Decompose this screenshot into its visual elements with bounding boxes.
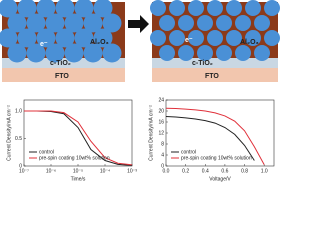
y-tick-label: 4	[161, 152, 164, 158]
al2o3-particle	[64, 43, 84, 63]
label: FTO	[55, 73, 69, 80]
al2o3-particle	[93, 0, 113, 18]
al2o3-particle	[226, 30, 242, 46]
y-tick-label: 12	[158, 130, 164, 136]
label: Al₂O₃	[90, 39, 109, 46]
al2o3-particle	[45, 43, 65, 63]
al2o3-particle	[226, 0, 242, 16]
al2o3-particle	[74, 28, 94, 48]
arrow	[128, 15, 149, 33]
al2o3-particle	[178, 15, 194, 31]
al2o3-particle	[26, 13, 46, 33]
al2o3-particle	[102, 13, 122, 33]
schematic-left	[0, 0, 125, 82]
x-axis-label: Time/s	[71, 176, 86, 182]
al2o3-particle	[102, 43, 122, 63]
al2o3-particle	[169, 30, 185, 46]
legend-label: control	[181, 149, 196, 155]
data-line	[165, 107, 265, 165]
al2o3-particle	[207, 0, 223, 16]
label: c-TiO₂	[192, 60, 213, 67]
al2o3-particle	[0, 0, 18, 18]
label: FTO	[205, 73, 219, 80]
al2o3-particle	[178, 45, 194, 61]
schematic-right	[150, 0, 280, 82]
y-tick-label: 16	[158, 119, 164, 125]
x-axis-label: Voltage/V	[209, 176, 231, 182]
y-tick-label: 0.5	[15, 136, 22, 142]
x-tick-label: 10⁻³	[127, 168, 137, 174]
y-tick-label: 1.0	[15, 108, 22, 114]
al2o3-particle	[83, 43, 103, 63]
al2o3-particle	[197, 15, 213, 31]
al2o3-particle	[188, 30, 204, 46]
al2o3-particle	[245, 0, 261, 16]
al2o3-particle	[17, 28, 37, 48]
label: e⁻	[185, 37, 193, 44]
al2o3-particle	[197, 45, 213, 61]
al2o3-particle	[26, 43, 46, 63]
fto-layer	[2, 68, 125, 82]
label: e⁻	[40, 41, 48, 48]
x-tick-label: 0.4	[202, 168, 209, 174]
tio2-layer	[2, 58, 125, 68]
y-axis-label: Current Density/mA cm⁻²	[6, 105, 12, 161]
al2o3-particle	[169, 0, 185, 16]
legend-label: pre-spin coating 10wt% solution	[39, 155, 110, 161]
al2o3-particle	[245, 30, 261, 46]
al2o3-particle	[264, 30, 280, 46]
al2o3-particle	[216, 45, 232, 61]
y-axis-label: Current Density/mA cm⁻²	[148, 105, 154, 161]
al2o3-particle	[254, 15, 270, 31]
legend-label: pre-spin coating 10wt% solution	[181, 155, 252, 161]
al2o3-particle	[7, 13, 27, 33]
y-tick-label: 24	[158, 97, 164, 103]
tio2-layer	[152, 58, 278, 68]
figure: Al₂O₃ c-TiO₂ FTO e⁻ Al₂O₃ c-TiO₂ FTO e⁻ 10⁻⁷ 10⁻⁶…	[0, 0, 280, 182]
y-tick-label: 0	[19, 163, 22, 169]
al2o3-particle	[150, 30, 166, 46]
al2o3-particle	[264, 0, 280, 16]
x-tick-label: 1.0	[261, 168, 268, 174]
al2o3-particle	[36, 28, 56, 48]
al2o3-particle	[159, 45, 175, 61]
al2o3-particle	[235, 15, 251, 31]
al2o3-particle	[207, 30, 223, 46]
x-tick-label: 10⁻⁶	[46, 168, 56, 174]
al2o3-particle	[17, 0, 37, 18]
y-tick-label: 8	[161, 141, 164, 147]
x-tick-label: 0.8	[241, 168, 248, 174]
x-tick-label: 10⁻⁷	[19, 168, 29, 174]
x-tick-label: 0.0	[163, 168, 170, 174]
al2o3-particle	[7, 43, 27, 63]
x-tick-label: 10⁻⁵	[73, 168, 83, 174]
al2o3-particle	[235, 45, 251, 61]
y-tick-label: 0	[161, 163, 164, 169]
al2o3-particle	[64, 13, 84, 33]
al2o3-particle	[55, 0, 75, 18]
al2o3-particle	[254, 45, 270, 61]
al2o3-particle	[188, 0, 204, 16]
x-tick-label: 0.2	[182, 168, 189, 174]
al2o3-particle	[93, 28, 113, 48]
al2o3-particle	[159, 15, 175, 31]
y-tick-label: 20	[158, 108, 164, 114]
fto-layer	[152, 68, 278, 82]
x-tick-label: 10⁻⁴	[100, 168, 110, 174]
x-tick-label: 0.6	[221, 168, 228, 174]
al2o3-particle	[74, 0, 94, 18]
al2o3-particle	[36, 0, 56, 18]
data-line	[165, 116, 255, 161]
label: c-TiO₂	[50, 60, 71, 67]
al2o3-particle	[216, 15, 232, 31]
al2o3-particle	[55, 28, 75, 48]
label: Al₂O₃	[240, 39, 259, 46]
al2o3-particle	[0, 28, 18, 48]
data-line	[24, 110, 133, 166]
legend-label: control	[39, 149, 54, 155]
al2o3-particle	[45, 13, 65, 33]
al2o3-particle	[83, 13, 103, 33]
al2o3-particle	[150, 0, 166, 16]
